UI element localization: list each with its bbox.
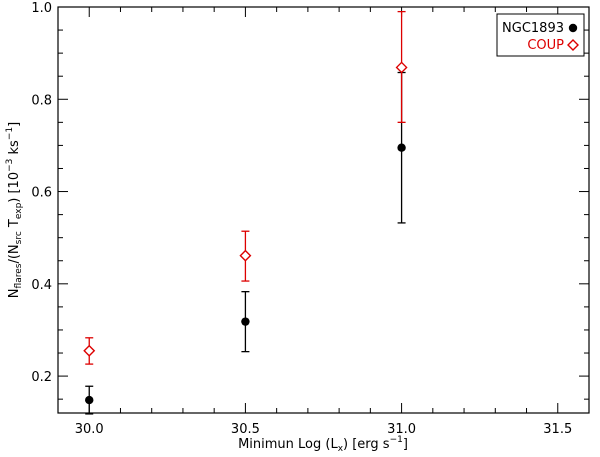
x-tick-label: 31.0 (387, 422, 416, 437)
y-axis-title: Nflares/(Nsrc Texp) [10−3 ks−1] (5, 122, 24, 298)
coup-point (395, 61, 408, 74)
coup-point (83, 344, 96, 357)
ngc1893-point (85, 395, 94, 405)
legend: NGC1893 COUP (496, 13, 585, 57)
x-tick-label: 30.5 (231, 422, 260, 437)
y-tick-label: 0.4 (31, 278, 52, 293)
ngc1893-point (397, 143, 406, 152)
x-axis: 30.0 30.5 31.0 31.5 (57, 7, 590, 437)
legend-marker-coup (567, 39, 579, 51)
x-axis-title: Minimun Log (Lx) [erg s−1] (238, 435, 408, 454)
x-tick-label: 31.5 (543, 422, 572, 437)
series-layer (83, 10, 408, 415)
legend-label-coup: COUP (527, 38, 564, 53)
plot-frame (57, 6, 590, 414)
y-axis: 0.2 0.4 0.6 0.8 1.0 (31, 1, 589, 400)
y-tick-label: 0.6 (31, 186, 52, 201)
legend-box (496, 13, 585, 57)
ngc1893-point (241, 317, 250, 326)
y-tick-label: 0.2 (31, 370, 52, 385)
y-tick-label: 1.0 (31, 1, 52, 16)
legend-marker-ngc1893 (568, 23, 578, 33)
y-tick-label: 0.8 (31, 93, 52, 108)
legend-label-ngc1893: NGC1893 (502, 21, 564, 36)
coup-point (239, 249, 252, 262)
x-tick-label: 30.0 (75, 422, 104, 437)
